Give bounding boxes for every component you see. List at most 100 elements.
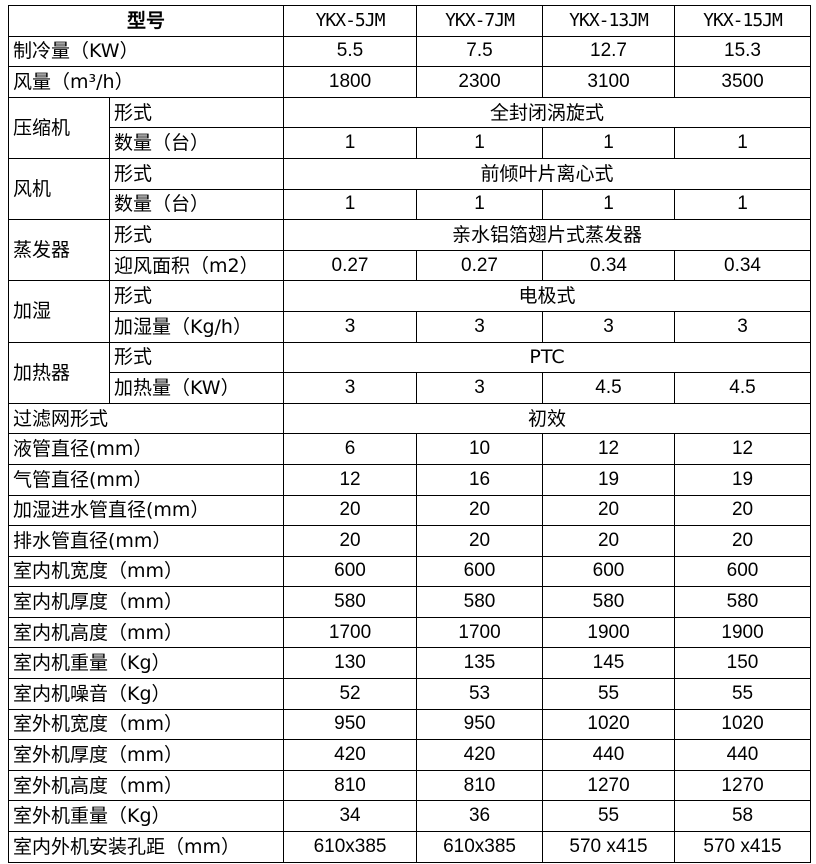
group-label: 风机 — [8, 157, 110, 221]
table-row: 室外机高度（mm） 810 810 1270 1270 — [7, 769, 812, 802]
cell-value: 1 — [283, 127, 418, 159]
header-label: 型号 — [7, 5, 285, 37]
cell-value: 3 — [674, 310, 812, 343]
cell-value: 52 — [283, 678, 418, 710]
cell-value: 1700 — [416, 616, 544, 649]
cell-value: 4.5 — [542, 372, 676, 404]
row-label: 过滤网形式 — [7, 402, 285, 435]
cell-value: 3 — [283, 372, 418, 404]
cell-value: 810 — [283, 769, 418, 802]
row-label: 形式 — [108, 219, 285, 251]
cell-value: 600 — [674, 555, 812, 588]
row-label: 加湿量（Kg/h） — [108, 310, 285, 343]
row-label: 室外机厚度（mm） — [7, 739, 285, 771]
cell-value: 4.5 — [674, 372, 812, 404]
row-label: 形式 — [108, 157, 285, 190]
cell-value: 3500 — [674, 66, 812, 98]
cell-value: 3 — [542, 310, 676, 343]
spec-table: 型号 YKX-5JM YKX-7JM YKX-13JM YKX-15JM 制冷量（KW） 5… — [7, 5, 812, 863]
table-row: 室内机厚度（mm） 580 580 580 580 — [7, 586, 812, 618]
cell-value: 570 x415 — [674, 831, 812, 863]
row-label: 数量（台） — [108, 127, 285, 159]
cell-value: 0.34 — [674, 249, 812, 282]
model-header: YKX-5JM — [283, 5, 418, 37]
row-label: 加湿进水管直径(mm） — [7, 494, 285, 527]
cell-value: 3100 — [542, 66, 676, 98]
merged-value: 全封闭涡旋式 — [283, 96, 812, 129]
group-label: 压缩机 — [8, 96, 110, 159]
row-label: 制冷量（KW） — [7, 35, 285, 68]
table-row: 室内机宽度（mm） 600 600 600 600 — [7, 555, 812, 588]
cell-value: 950 — [283, 708, 418, 741]
cell-value: 12 — [542, 433, 676, 465]
spec-table-body: 型号 YKX-5JM YKX-7JM YKX-13JM YKX-15JM 制冷量（KW） 5… — [7, 5, 812, 863]
cell-value: 19 — [674, 463, 812, 496]
cell-value: 20 — [416, 525, 544, 557]
cell-value: 580 — [416, 586, 544, 618]
group-label: 蒸发器 — [8, 219, 110, 282]
cell-value: 610x385 — [416, 831, 544, 863]
cell-value: 1900 — [542, 616, 676, 649]
cell-value: 20 — [416, 494, 544, 527]
cell-value: 3 — [416, 310, 544, 343]
table-row: 数量（台） 1 1 1 1 — [9, 127, 812, 159]
table-row: 室内外机安装孔距（mm） 610x385 610x385 570 x415 570 x4… — [7, 831, 812, 863]
cell-value: 3 — [416, 372, 544, 404]
row-label: 室外机重量（Kg） — [7, 800, 285, 833]
row-label: 形式 — [108, 96, 285, 129]
table-row: 室内机高度（mm） 1700 1700 1900 1900 — [7, 616, 812, 649]
cell-value: 0.27 — [416, 249, 544, 282]
cell-value: 420 — [283, 739, 418, 771]
cell-value: 12.7 — [542, 35, 676, 68]
model-header: YKX-7JM — [416, 5, 544, 37]
group-label: 加湿 — [8, 280, 110, 343]
cell-value: 20 — [674, 525, 812, 557]
cell-value: 2300 — [416, 66, 544, 98]
cell-value: 16 — [416, 463, 544, 496]
merged-value: 前倾叶片离心式 — [283, 157, 812, 190]
cell-value: 36 — [416, 800, 544, 833]
row-label: 室外机高度（mm） — [7, 769, 285, 802]
cell-value: 55 — [674, 678, 812, 710]
cell-value: 1020 — [674, 708, 812, 741]
row-label: 室内机宽度（mm） — [7, 555, 285, 588]
table-row: 室内机噪音（Kg） 52 53 55 55 — [7, 678, 812, 710]
cell-value: 0.27 — [283, 249, 418, 282]
table-row: 迎风面积（m2） 0.27 0.27 0.34 0.34 — [9, 249, 812, 282]
cell-value: 1 — [283, 188, 418, 221]
cell-value: 1 — [416, 188, 544, 221]
table-row: 压缩机 形式 全封闭涡旋式 — [8, 96, 812, 159]
merged-value: 亲水铝箔翅片式蒸发器 — [283, 219, 812, 251]
cell-value: 19 — [542, 463, 676, 496]
cell-value: 420 — [416, 739, 544, 771]
table-row: 室内机重量（Kg） 130 135 145 150 — [7, 647, 812, 680]
cell-value: 950 — [416, 708, 544, 741]
cell-value: 20 — [283, 494, 418, 527]
cell-value: 1 — [542, 188, 676, 221]
cell-value: 1700 — [283, 616, 418, 649]
cell-value: 0.34 — [542, 249, 676, 282]
cell-value: 580 — [283, 586, 418, 618]
cell-value: 600 — [542, 555, 676, 588]
table-row: 室外机宽度（mm） 950 950 1020 1020 — [7, 708, 812, 741]
table-row: 室外机厚度（mm） 420 420 440 440 — [7, 739, 812, 771]
group-label: 加热器 — [8, 341, 110, 404]
cell-value: 12 — [283, 463, 418, 496]
cell-value: 610x385 — [283, 831, 418, 863]
table-row: 过滤网形式 初效 — [7, 402, 812, 435]
row-label: 液管直径(mm） — [7, 433, 285, 465]
table-row: 加湿量（Kg/h） 3 3 3 3 — [9, 310, 812, 343]
cell-value: 1 — [542, 127, 676, 159]
row-label: 加热量（KW） — [108, 372, 285, 404]
cell-value: 135 — [416, 647, 544, 680]
row-label: 排水管直径(mm） — [7, 525, 285, 557]
merged-value: 电极式 — [283, 280, 812, 312]
cell-value: 10 — [416, 433, 544, 465]
cell-value: 145 — [542, 647, 676, 680]
cell-value: 3 — [283, 310, 418, 343]
cell-value: 570 x415 — [542, 831, 676, 863]
row-label: 室内外机安装孔距（mm） — [7, 831, 285, 863]
cell-value: 20 — [542, 494, 676, 527]
table-row: 加热量（KW） 3 3 4.5 4.5 — [9, 372, 812, 404]
cell-value: 20 — [674, 494, 812, 527]
